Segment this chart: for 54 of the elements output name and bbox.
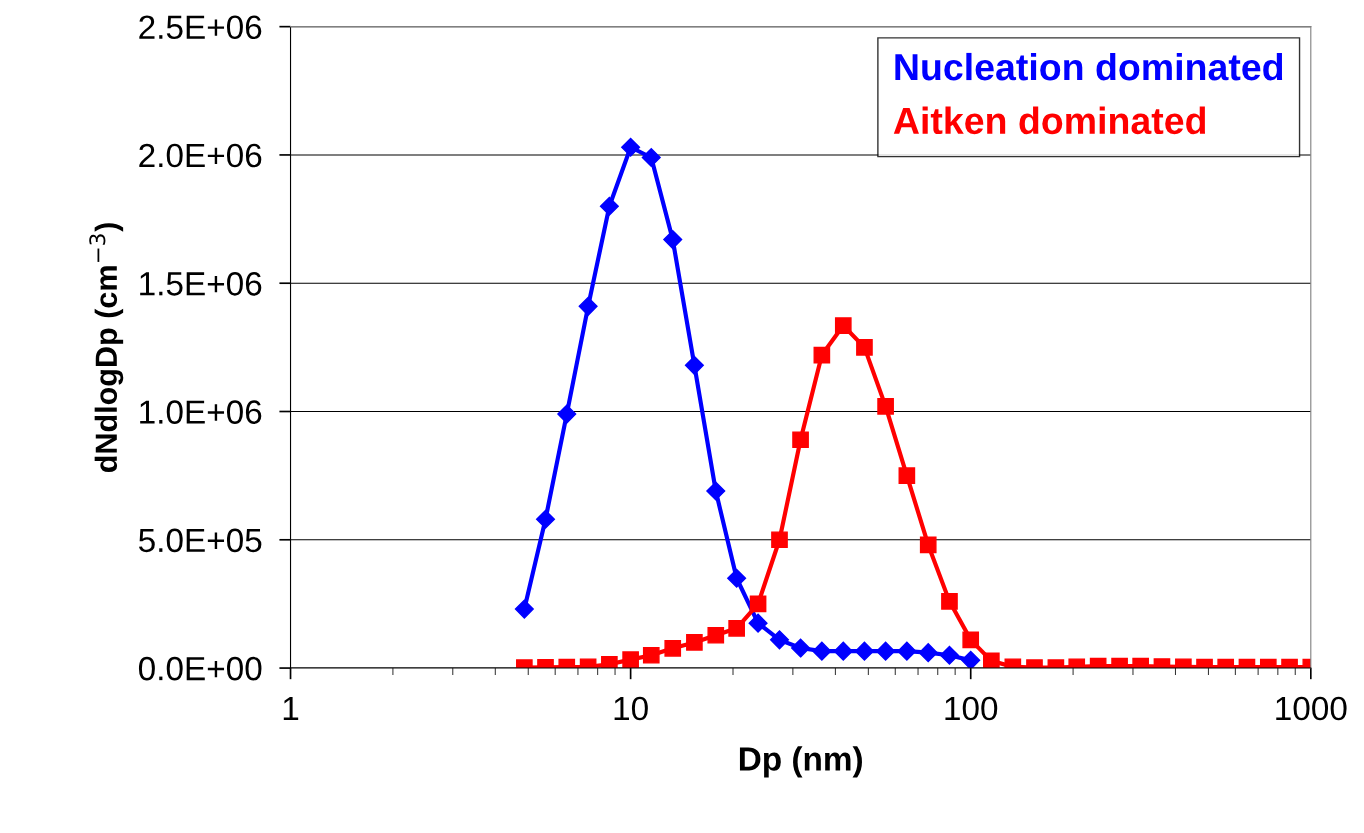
x-tick-label: 10 <box>614 696 648 721</box>
point <box>962 631 980 649</box>
point <box>856 339 873 356</box>
point <box>514 599 534 619</box>
point <box>898 467 916 484</box>
point <box>919 536 937 554</box>
point <box>535 509 556 529</box>
point <box>642 646 660 664</box>
y-tick-label: 5.0E+05 <box>138 528 262 553</box>
y-tick-label: 1.5E+06 <box>140 272 262 296</box>
point <box>876 641 896 661</box>
y-tick-label: 2.0E+06 <box>139 143 262 168</box>
point <box>686 634 703 651</box>
point <box>834 317 852 334</box>
x-tick-label: 100 <box>945 696 998 721</box>
point <box>728 619 745 637</box>
point <box>748 613 768 633</box>
text: Nucleation dominated <box>895 52 1283 81</box>
point <box>684 355 704 375</box>
point <box>771 531 788 549</box>
point <box>918 643 938 663</box>
point <box>791 638 811 658</box>
point <box>663 230 683 250</box>
point <box>833 641 853 661</box>
x-tick-label: 1 <box>283 697 299 720</box>
point <box>877 398 894 415</box>
point <box>707 626 725 644</box>
point <box>941 593 958 610</box>
x-axis-title: Dp (nm) <box>739 746 862 778</box>
point <box>557 404 577 424</box>
point <box>641 147 661 168</box>
point <box>578 296 598 316</box>
point <box>939 645 959 665</box>
point <box>983 652 1000 669</box>
point <box>792 431 809 449</box>
y-axis-title: dNdlogDp (cm$^{−3}$) <box>89 223 124 472</box>
y-tick-label: 0.0E+00 <box>138 656 262 681</box>
y-tick-label: 2.5E+06 <box>139 15 262 40</box>
point <box>749 595 767 613</box>
point <box>769 630 790 650</box>
text: Aitken dominated <box>893 106 1206 135</box>
point <box>813 346 831 364</box>
point <box>961 650 981 669</box>
y-tick-label: 1.0E+06 <box>140 400 262 424</box>
point <box>812 641 832 661</box>
point <box>897 641 917 661</box>
point <box>621 137 641 157</box>
point <box>599 196 619 216</box>
point <box>854 641 874 661</box>
x-tick-label: 1000 <box>1276 696 1347 721</box>
point <box>622 651 639 668</box>
point <box>664 639 682 657</box>
point <box>706 481 726 501</box>
point <box>727 568 747 588</box>
